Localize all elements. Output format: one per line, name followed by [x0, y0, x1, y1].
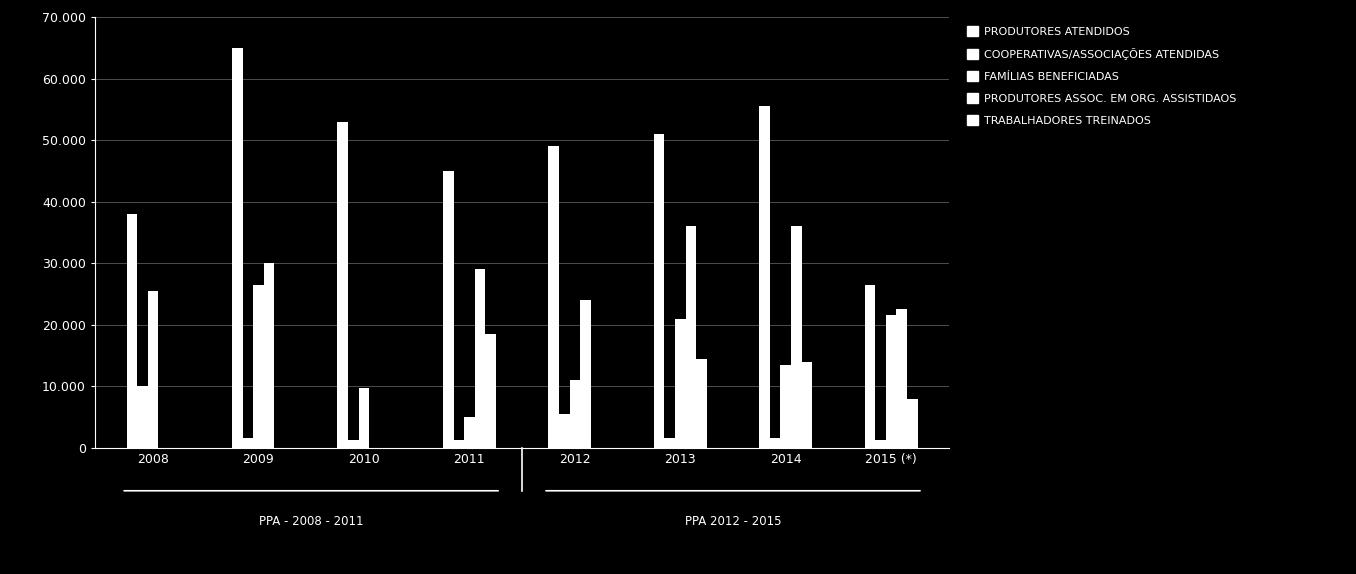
- Bar: [485, 334, 496, 448]
- Bar: [654, 134, 664, 448]
- Legend: PRODUTORES ATENDIDOS, COOPERATIVAS/ASSOCIAÇÕES ATENDIDAS, FAMÍLIAS BENEFICIADAS,: PRODUTORES ATENDIDOS, COOPERATIVAS/ASSOC…: [963, 23, 1241, 129]
- Bar: [664, 439, 675, 448]
- Bar: [696, 359, 706, 448]
- Text: PPA 2012 - 2015: PPA 2012 - 2015: [685, 515, 781, 529]
- Bar: [907, 398, 918, 448]
- Bar: [243, 439, 254, 448]
- Bar: [770, 439, 781, 448]
- Bar: [443, 171, 453, 448]
- Bar: [759, 106, 770, 448]
- Bar: [232, 48, 243, 448]
- Bar: [580, 300, 591, 448]
- Bar: [865, 285, 876, 448]
- Bar: [885, 316, 896, 448]
- Bar: [896, 309, 907, 448]
- Bar: [338, 122, 348, 448]
- Bar: [675, 319, 686, 448]
- Bar: [126, 214, 137, 448]
- Bar: [137, 386, 148, 448]
- Bar: [348, 440, 358, 448]
- Bar: [254, 285, 263, 448]
- Bar: [453, 440, 464, 448]
- Bar: [686, 226, 696, 448]
- Bar: [791, 226, 801, 448]
- Bar: [148, 291, 159, 448]
- Bar: [570, 380, 580, 448]
- Bar: [548, 146, 559, 448]
- Bar: [358, 388, 369, 448]
- Bar: [876, 440, 885, 448]
- Bar: [475, 269, 485, 448]
- Text: PPA - 2008 - 2011: PPA - 2008 - 2011: [259, 515, 363, 529]
- Bar: [781, 364, 791, 448]
- Bar: [801, 362, 812, 448]
- Bar: [263, 263, 274, 448]
- Bar: [559, 414, 570, 448]
- Bar: [464, 417, 475, 448]
